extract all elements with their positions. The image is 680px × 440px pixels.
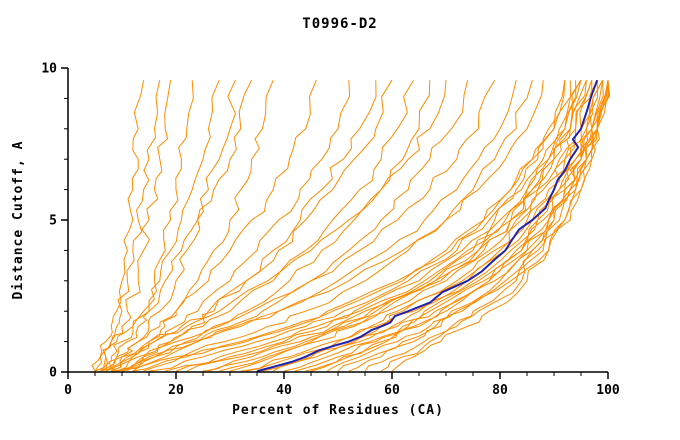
model-curve — [127, 80, 431, 372]
x-axis-label: Percent of Residues (CA) — [232, 403, 444, 418]
x-tick-label: 0 — [64, 383, 72, 398]
chart-title: T0996-D2 — [302, 16, 377, 32]
model-curve — [143, 80, 533, 372]
model-curve — [272, 79, 598, 372]
model-curve — [391, 80, 609, 372]
x-tick-label: 20 — [168, 383, 184, 398]
model-curve — [165, 80, 577, 372]
model-curve — [262, 79, 604, 372]
model-curve — [380, 80, 609, 372]
model-curve — [111, 80, 566, 372]
curves-layer — [91, 79, 611, 373]
y-tick-label: 5 — [49, 214, 57, 229]
y-tick-label: 10 — [41, 62, 57, 77]
model-curve — [100, 80, 317, 372]
model-curve — [116, 79, 415, 372]
model-curve — [121, 80, 377, 372]
model-curve — [132, 80, 566, 372]
model-curve — [186, 80, 582, 372]
model-curve — [305, 79, 604, 372]
model-curve — [105, 79, 393, 372]
model-curve — [294, 80, 604, 372]
model-curve — [310, 80, 609, 372]
y-axis-label: Distance Cutoff, A — [11, 141, 26, 300]
model-curve — [110, 79, 496, 372]
x-tick-label: 60 — [384, 383, 400, 398]
model-curve — [100, 80, 161, 372]
model-curve — [94, 80, 172, 372]
model-curve — [94, 79, 253, 372]
model-curve — [100, 80, 220, 372]
model-curve — [105, 80, 194, 372]
model-curve — [91, 80, 145, 372]
model-curve — [240, 80, 593, 372]
x-tick-label: 40 — [276, 383, 292, 398]
model-curve — [100, 80, 447, 372]
y-tick-label: 0 — [49, 366, 57, 381]
model-curve — [219, 80, 587, 372]
x-tick-label: 100 — [596, 383, 620, 398]
model-curve — [348, 80, 609, 372]
model-curve — [326, 80, 611, 372]
model-curve — [116, 80, 544, 372]
model-curve — [121, 80, 517, 372]
highlight-model-curve — [256, 79, 599, 373]
axes-layer: 0 20 40 60 80 100 0 5 10 — [41, 62, 620, 399]
model-curve — [208, 79, 582, 372]
model-curve — [175, 79, 582, 372]
model-curve — [229, 80, 593, 372]
x-tick-label: 80 — [492, 383, 508, 398]
